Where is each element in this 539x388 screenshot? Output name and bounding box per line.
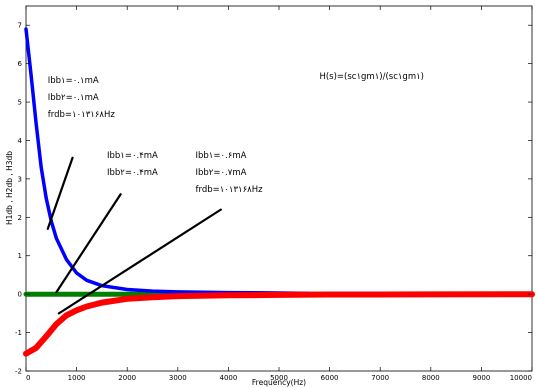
- x-tick-label: 3000: [169, 374, 187, 382]
- annotation-text: Ibb۱=۰.۶mA: [196, 151, 247, 161]
- annotation-text: Ibb۲=۰.۴mA: [107, 168, 158, 178]
- y-tick-label: 1: [18, 252, 22, 260]
- y-tick-label: 5: [18, 99, 22, 107]
- x-tick-label: 7000: [371, 374, 389, 382]
- y-tick-label: 0: [18, 291, 22, 299]
- plot-frame: [25, 5, 533, 372]
- x-tick-label: 0: [26, 374, 30, 382]
- y-tick-label: 3: [18, 175, 22, 183]
- annotation-text: Ibb۲=۰.۱mA: [48, 93, 99, 103]
- y-tick-label: -1: [15, 329, 22, 337]
- x-tick-label: 2000: [118, 374, 136, 382]
- y-axis-label: H1db , H2db , H3db: [5, 151, 14, 225]
- annotation-arrow: [57, 208, 222, 315]
- x-tick-label: 10000: [510, 374, 532, 382]
- x-tick-label: 4000: [219, 374, 237, 382]
- x-tick-label: 6000: [321, 374, 339, 382]
- annotation-text: Ibb۲=۰.۷mA: [196, 168, 247, 178]
- annotation-text: H(s)=(sc۱gm۱)/(sc۱gm۱): [319, 72, 424, 82]
- x-tick-label: 1000: [68, 374, 86, 382]
- x-tick-label: 8000: [422, 374, 440, 382]
- y-tick-label: 6: [18, 60, 23, 68]
- annotation-text: frdb=۱۰۱۳۱۶۸Hz: [48, 110, 116, 120]
- x-tick-label: 5000: [270, 374, 288, 382]
- y-tick-label: 7: [18, 22, 22, 30]
- x-axis-label: Frequency(Hz): [252, 378, 306, 387]
- annotation-layer: Ibb۱=۰.۱mA Ibb۲=۰.۱mA frdb=۱۰۱۳۱۶۸Hz Ibb۱=۰…: [46, 72, 424, 315]
- annotation-text: Ibb۱=۰.۴mA: [107, 151, 158, 161]
- annotation-text: Ibb۱=۰.۱mA: [48, 76, 99, 86]
- tick-layer: 0 1000 2000 3000 4000 5000 6000 7000 8000 9000 100…: [15, 6, 533, 382]
- annotation-arrow: [55, 193, 122, 294]
- annotation-arrow: [46, 156, 74, 230]
- y-tick-label: 2: [18, 214, 22, 222]
- series-line: [23, 291, 535, 357]
- annotation-text: frdb=۱۰۱۳۱۶۸Hz: [196, 185, 264, 195]
- y-tick-label: -2: [15, 368, 22, 376]
- series-line: [24, 27, 312, 296]
- y-tick-label: 4: [18, 137, 23, 145]
- x-tick-label: 9000: [472, 374, 490, 382]
- series-layer: [23, 27, 535, 357]
